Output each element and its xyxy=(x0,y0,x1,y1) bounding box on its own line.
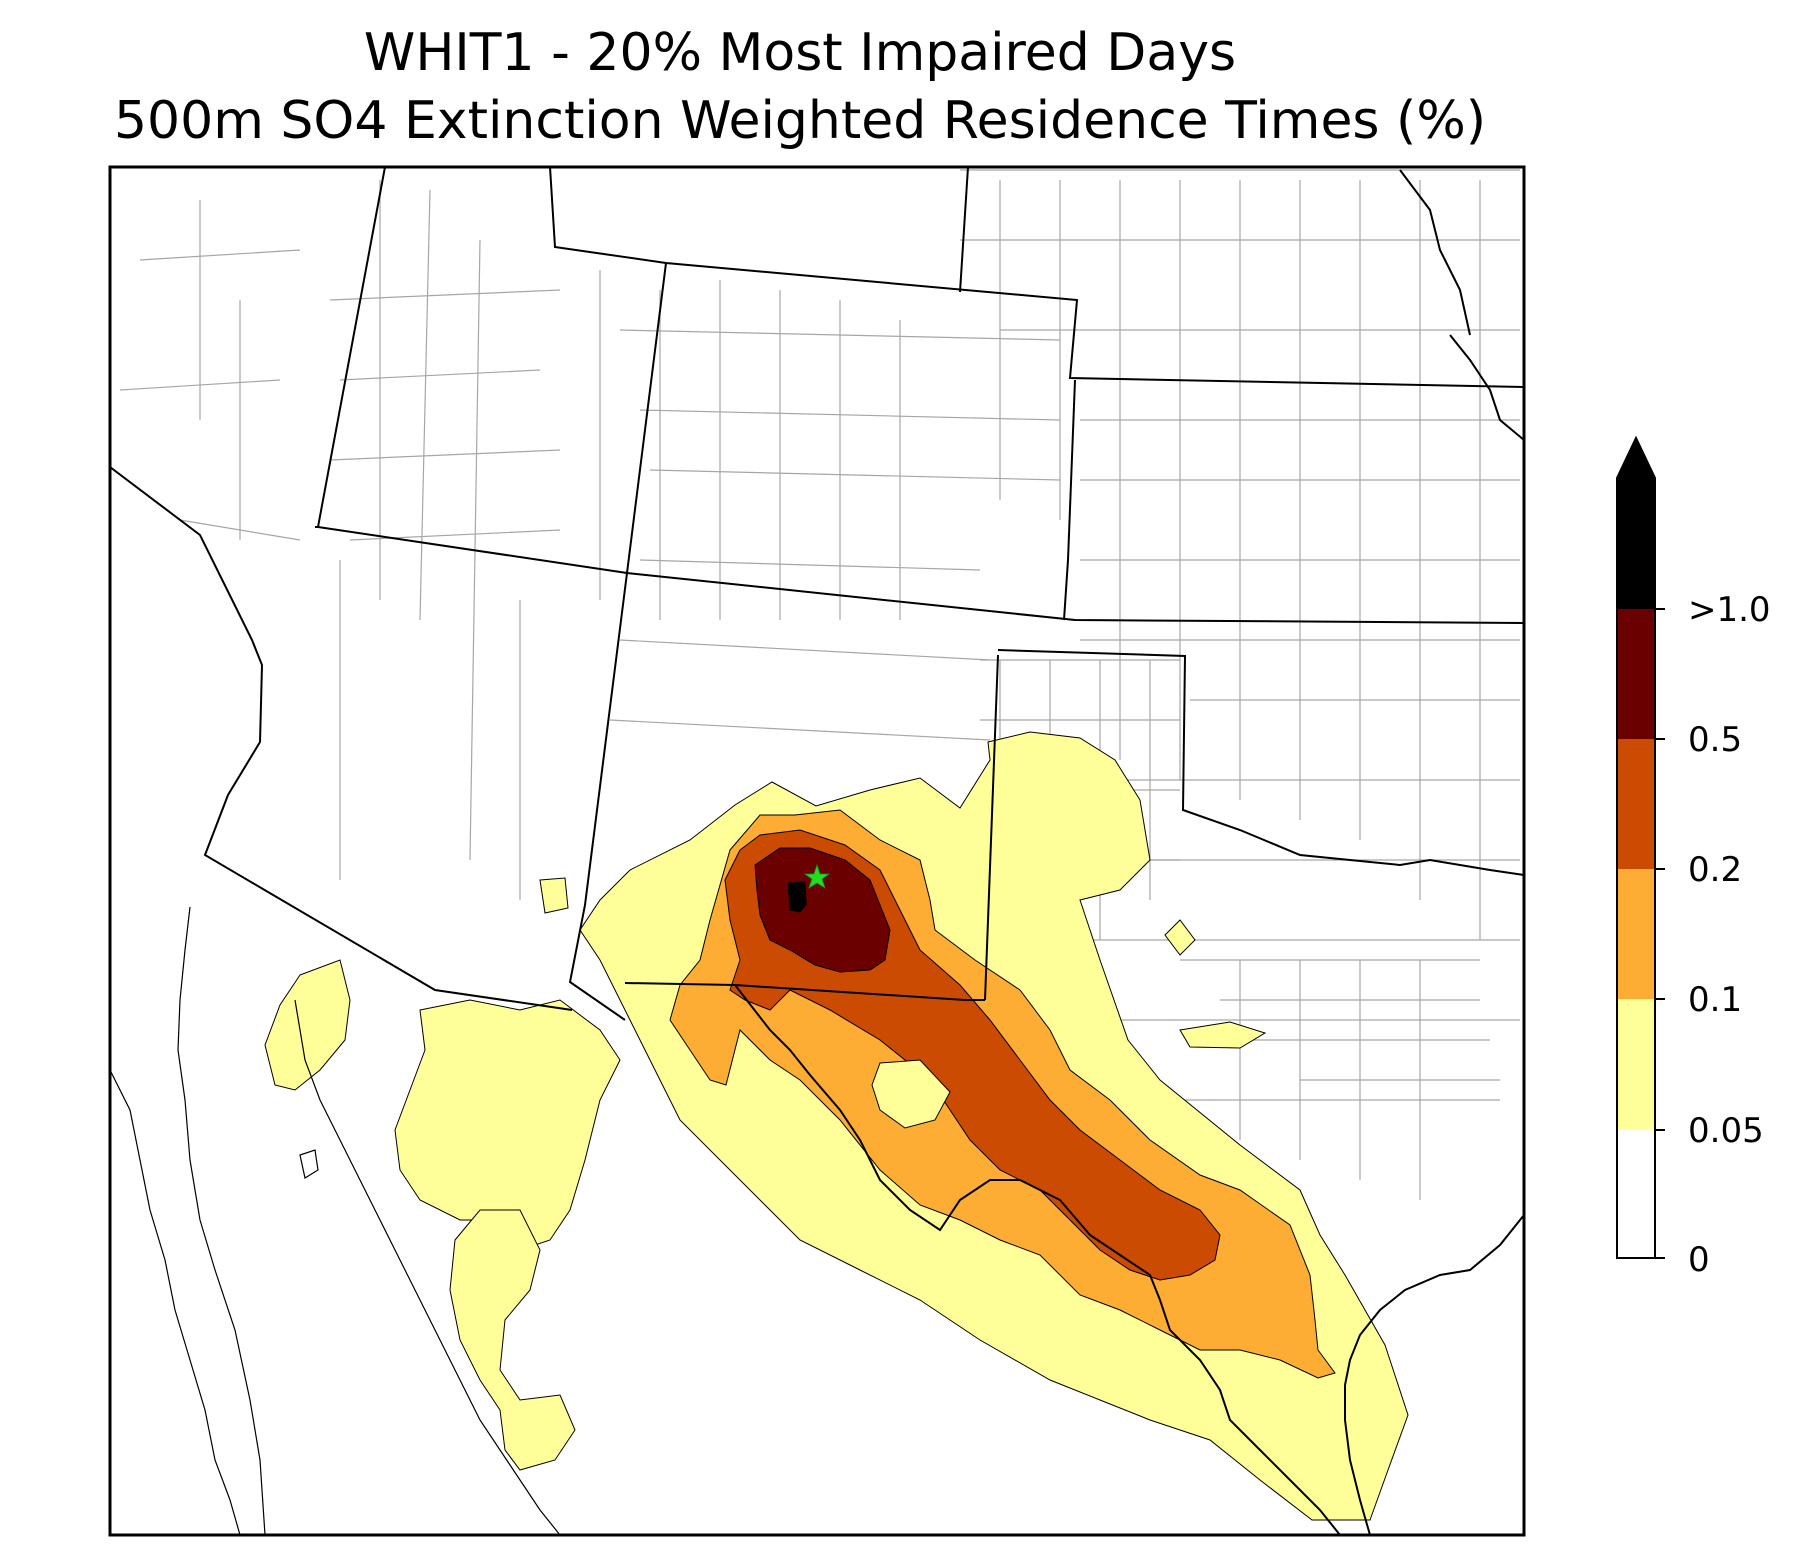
colorbar-label-1: 0.05 xyxy=(1688,1111,1764,1151)
colorbar-label-3: 0.2 xyxy=(1688,850,1743,890)
colorbar-extend-arrow xyxy=(1617,438,1655,478)
contour-above-1.0-band xyxy=(787,881,807,913)
coastline-baja xyxy=(110,906,561,1535)
star-icon xyxy=(803,863,831,889)
colorbar-segment-3 xyxy=(1617,739,1655,869)
low-value-pocket xyxy=(871,1059,951,1129)
map-title-line-1: WHIT1 - 20% Most Impaired Days xyxy=(363,23,1237,83)
colorbar-segment-1 xyxy=(1617,999,1655,1130)
colorbar-label-0: 0 xyxy=(1688,1240,1710,1280)
colorbar-segment-0 xyxy=(1617,1130,1655,1258)
map-title-line-2: 500m SO4 Extinction Weighted Residence T… xyxy=(113,91,1487,151)
colorbar-label-2: 0.1 xyxy=(1688,980,1743,1020)
state-borders xyxy=(110,167,1524,1535)
colorbar xyxy=(1616,435,1665,1259)
map-frame xyxy=(108,165,1526,1537)
contour-0.5-1.0-band xyxy=(754,847,891,973)
colorbar-segment-4 xyxy=(1617,609,1655,739)
colorbar-label-5: >1.0 xyxy=(1688,590,1771,630)
colorbar-label-4: 0.5 xyxy=(1688,720,1743,760)
colorbar-segment-5 xyxy=(1617,478,1655,609)
colorbar-segment-2 xyxy=(1617,869,1655,999)
